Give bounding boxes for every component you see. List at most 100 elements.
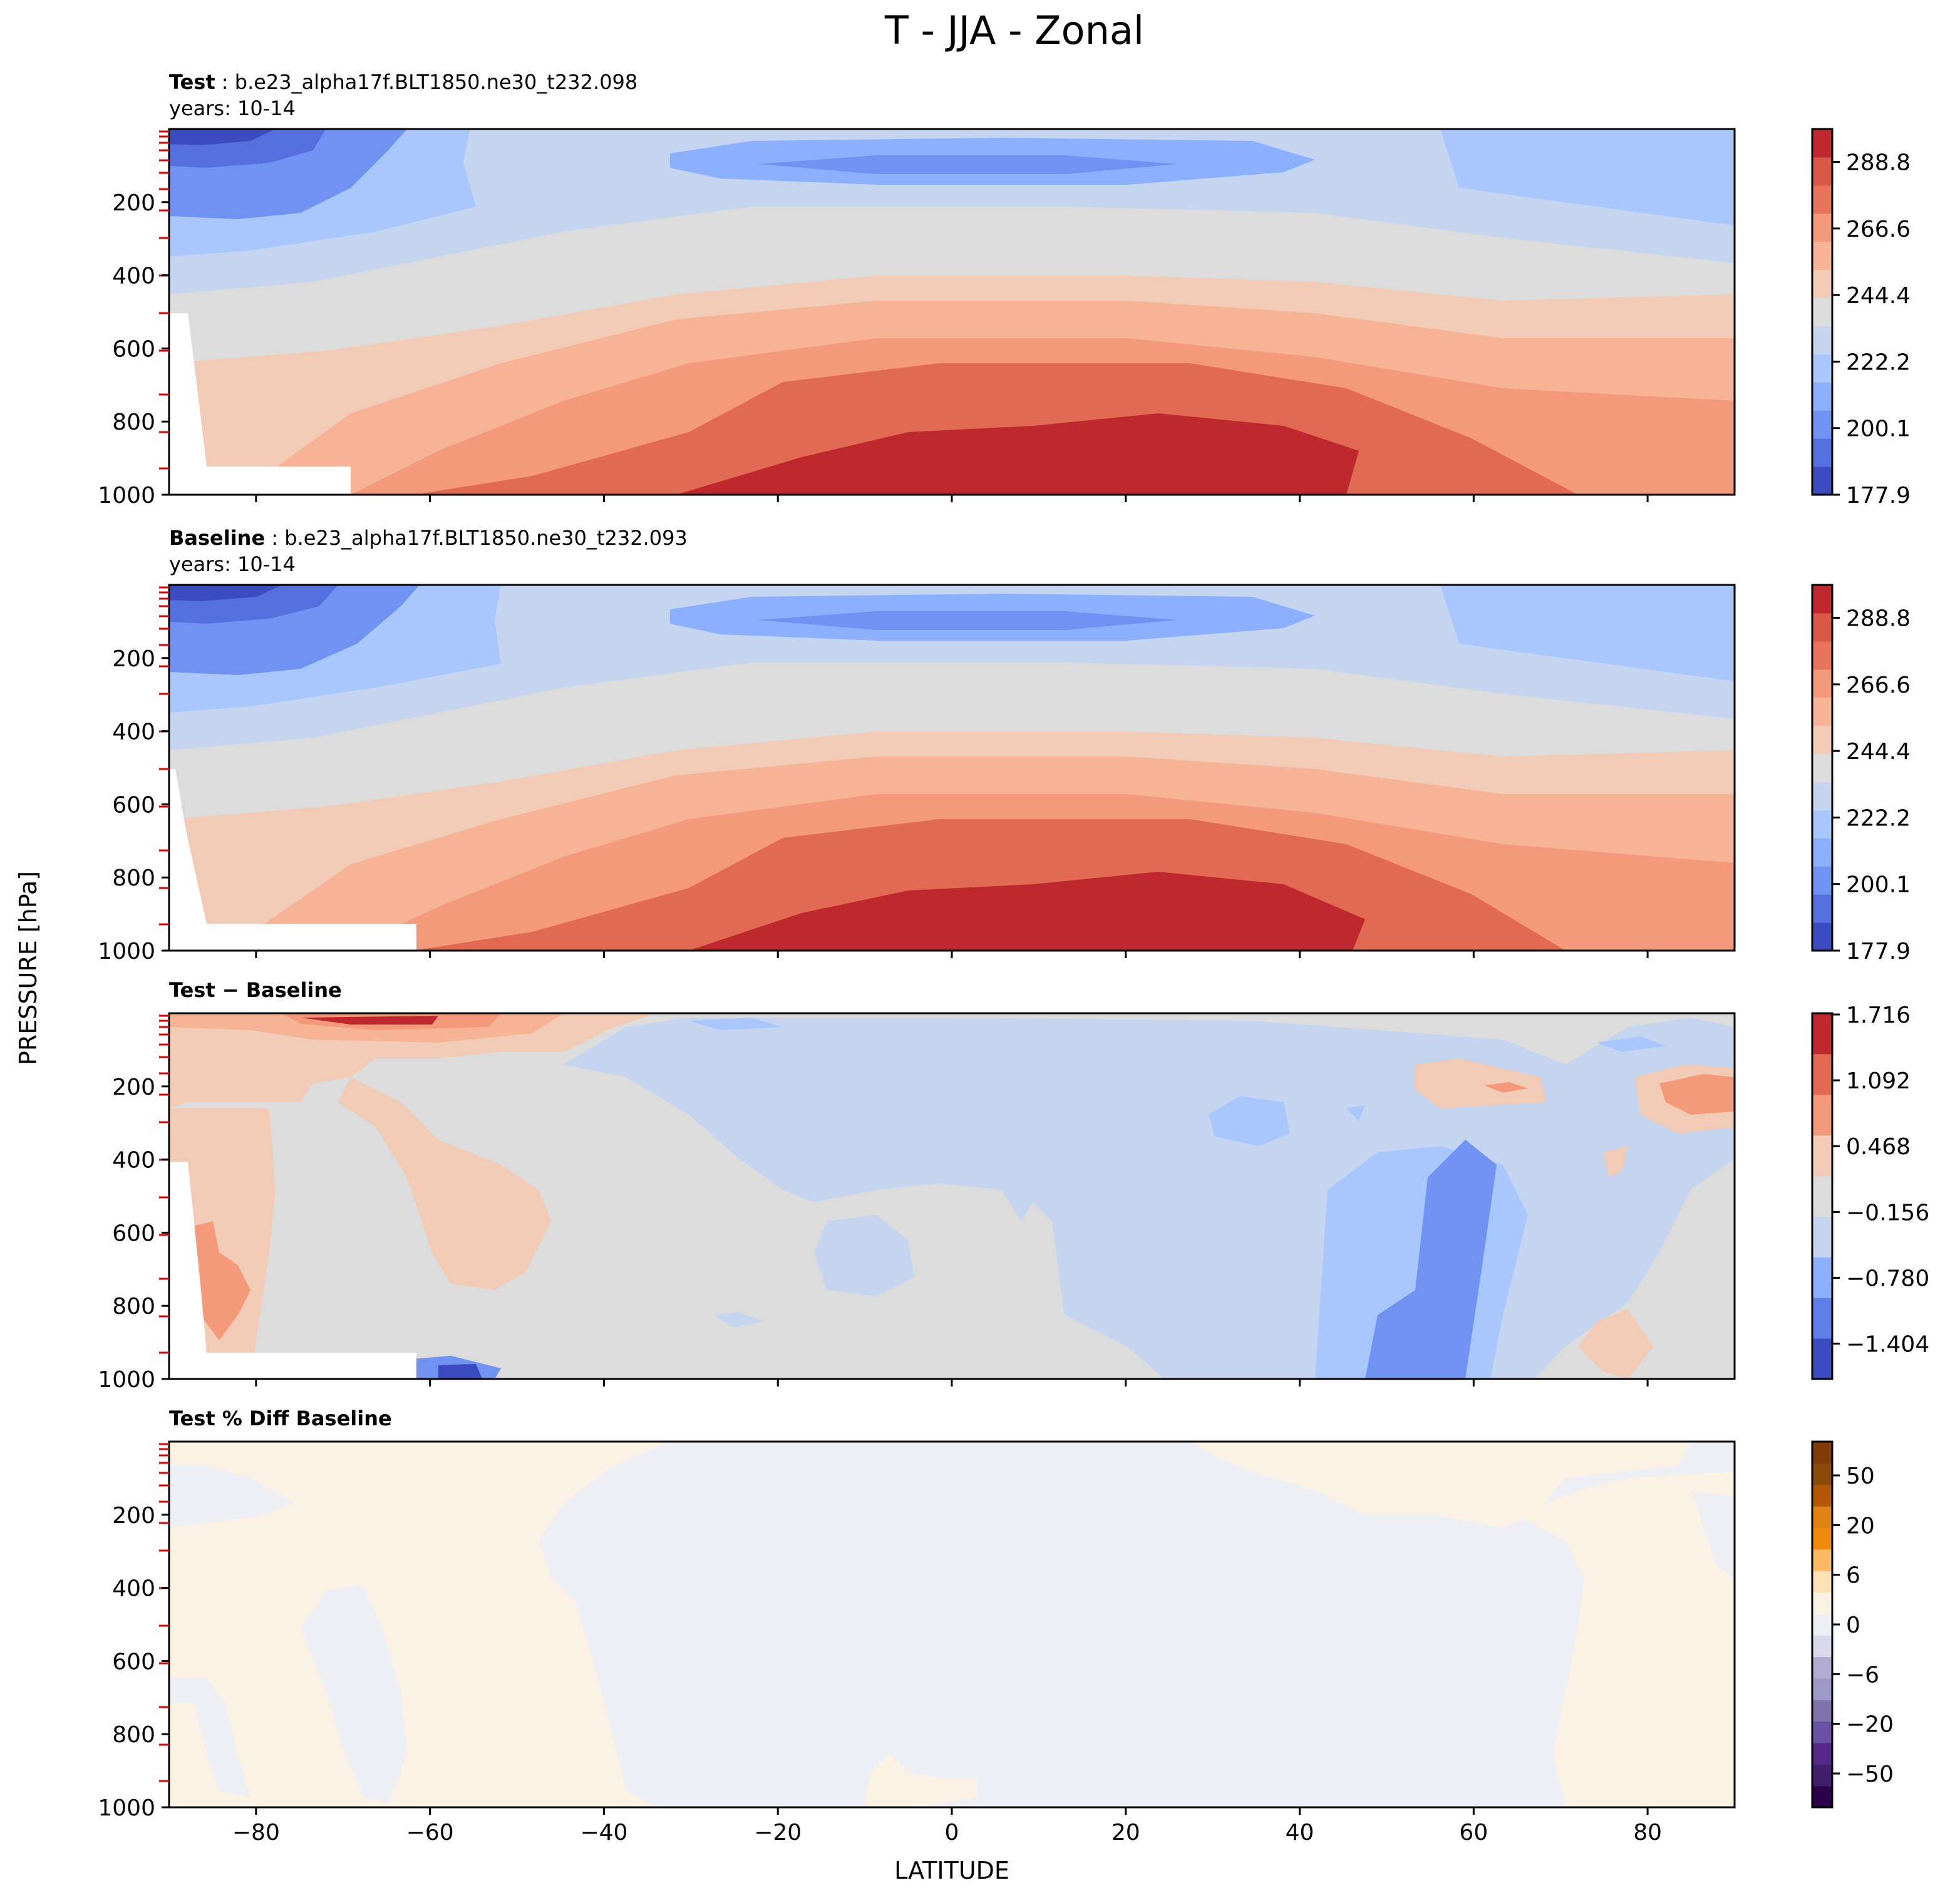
y-tick-label: 1000 (98, 1795, 155, 1821)
colorbar-segment (1812, 1175, 1832, 1217)
figure-title: T - JJA - Zonal (884, 8, 1144, 53)
colorbar-tick-label: 288.8 (1846, 150, 1911, 176)
colorbar-segment (1812, 467, 1832, 495)
colorbar-segment (1812, 669, 1832, 698)
axes-baseline: 200 400 600 800 1000 (98, 646, 1649, 964)
contour-field-pctdiff (169, 1442, 1735, 1807)
colorbar-segment (1812, 1721, 1832, 1743)
colorbar-tick-label: 177.9 (1846, 483, 1911, 509)
colorbar-segment (1812, 894, 1832, 923)
colorbar-frame (1811, 1012, 1834, 1380)
panel-diff-title-bold: Test − Baseline (169, 978, 342, 1002)
panel-test-title-case: : b.e23_alpha17f.BLT1850.ne30_t232.098 (215, 70, 638, 94)
colorbar-baseline: 177.9 200.1 222.2 244.4 266.6 288.8 (1811, 584, 1911, 964)
panel-diff: Test − Baseline (159, 978, 1736, 1380)
y-tick-label: 200 (112, 646, 155, 672)
colorbar-segment (1812, 1013, 1832, 1055)
y-tick-label: 600 (112, 1649, 155, 1675)
colorbar-tick-label: 266.6 (1846, 217, 1911, 242)
colorbar-segment (1812, 1527, 1832, 1550)
y-tick-label: 200 (112, 1503, 155, 1529)
panel-pctdiff-title: Test % Diff Baseline (169, 1407, 392, 1430)
missing-level-markers-test (159, 130, 169, 470)
colorbar-tick-label: 222.2 (1846, 805, 1911, 831)
colorbar-segment (1812, 753, 1832, 783)
colorbar-tick-label: 0 (1846, 1613, 1860, 1638)
colorbar-segment (1812, 838, 1832, 867)
colorbar-frame (1811, 128, 1834, 496)
colorbar-tick-label: 200.1 (1846, 416, 1911, 442)
panel-baseline: Baseline : b.e23_alpha17f.BLT1850.ne30_t… (159, 526, 1736, 952)
colorbar-tick-label: −50 (1846, 1762, 1894, 1787)
y-tick-label: 800 (112, 865, 155, 891)
colorbar-segment (1812, 1592, 1832, 1614)
colorbar-segment (1812, 410, 1832, 439)
colorbar-segment (1812, 438, 1832, 467)
colorbar-segment (1812, 612, 1832, 642)
colorbar-tick-label: 222.2 (1846, 349, 1911, 375)
panel-baseline-subtitle: years: 10-14 (169, 552, 296, 576)
y-tick-label: 1000 (98, 483, 155, 509)
colorbar-tick-label: −0.156 (1846, 1200, 1929, 1226)
colorbar-tick-label: 244.4 (1846, 739, 1911, 765)
colorbar-tick-label: 1.092 (1846, 1068, 1911, 1094)
colorbar-tick-label: 6 (1846, 1563, 1860, 1589)
x-tick-label: 80 (1633, 1820, 1662, 1846)
y-tick-label: 800 (112, 1722, 155, 1748)
panel-baseline-title-case: : b.e23_alpha17f.BLT1850.ne30_t232.093 (265, 526, 688, 550)
colorbar-segment (1812, 129, 1832, 158)
colorbar-segment (1812, 1094, 1832, 1136)
y-tick-label: 200 (112, 190, 155, 216)
y-tick-label: 600 (112, 792, 155, 818)
colorbar-tick-label: 177.9 (1846, 939, 1911, 964)
axes-test: 200 400 600 800 1000 (98, 190, 1649, 509)
colorbar-segment (1812, 1506, 1832, 1529)
colorbar-segment (1812, 1338, 1832, 1380)
colorbar-segment (1812, 1484, 1832, 1507)
contour-field-diff (169, 1013, 1735, 1379)
panel-test-subtitle: years: 10-14 (169, 96, 296, 120)
colorbar-segment (1812, 157, 1832, 186)
missing-level-markers-pctdiff (159, 1443, 169, 1782)
y-tick-label: 600 (112, 1221, 155, 1246)
colorbar-segment (1812, 213, 1832, 242)
colorbar-tick-label: 1.716 (1846, 1003, 1911, 1028)
x-tick-label: 40 (1286, 1820, 1314, 1846)
y-tick-label: 600 (112, 336, 155, 362)
contour-field-test (169, 129, 1735, 495)
y-tick-label: 1000 (98, 1367, 155, 1393)
colorbar-segment (1812, 585, 1832, 614)
colorbar-segment (1812, 1635, 1832, 1658)
y-tick-label: 800 (112, 410, 155, 435)
x-tick-label: −80 (232, 1820, 280, 1846)
panel-test-title-bold: Test (169, 70, 215, 94)
x-tick-label: −60 (406, 1820, 454, 1846)
colorbar-test: 177.9 200.1 222.2 244.4 266.6 288.8 (1811, 128, 1911, 509)
axes-layer: 2004006008001000200400600800100020040060… (98, 190, 1662, 1846)
y-tick-label: 400 (112, 720, 155, 745)
y-axis-label: PRESSURE [hPa] (14, 871, 42, 1065)
panel-baseline-title-bold: Baseline (169, 526, 265, 550)
colorbar-segment (1812, 1549, 1832, 1571)
colorbar-tick-label: −6 (1846, 1662, 1879, 1688)
colorbar-frame (1811, 584, 1834, 952)
colorbar-segment (1812, 1216, 1832, 1257)
axes-diff: 200 400 600 800 1000 (98, 1075, 1649, 1393)
colorbar-layer: 177.9 200.1 222.2 244.4 266.6 288.8 177.9 200.1… (1811, 128, 1929, 1809)
colorbar-segment (1812, 185, 1832, 214)
panel-pctdiff: Test % Diff Baseline (159, 1407, 1736, 1809)
panel-pctdiff-title-bold: Test % Diff Baseline (169, 1407, 392, 1430)
colorbar-tick-label: 0.468 (1846, 1134, 1911, 1160)
colorbar-segment (1812, 810, 1832, 839)
colorbar-segment (1812, 1742, 1832, 1765)
contour-field-baseline (169, 585, 1735, 951)
colorbar-segment (1812, 1135, 1832, 1177)
missing-level-markers-baseline (159, 586, 169, 926)
colorbar-tick-label: −0.780 (1846, 1266, 1929, 1291)
colorbar-segment (1812, 782, 1832, 810)
colorbar-segment (1812, 354, 1832, 383)
colorbar-segment (1812, 1571, 1832, 1593)
panel-test-title: Test : b.e23_alpha17f.BLT1850.ne30_t232.… (169, 70, 637, 94)
missing-level-markers-diff (159, 1015, 169, 1354)
colorbar-segment (1812, 241, 1832, 271)
